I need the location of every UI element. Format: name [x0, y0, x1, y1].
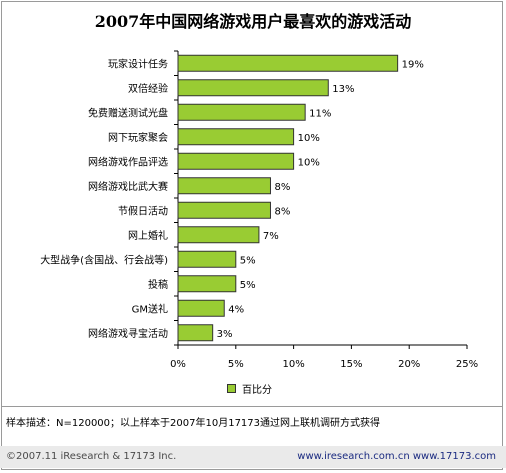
- chart-title: 2007年中国网络游戏用户最喜欢的游戏活动: [94, 12, 412, 31]
- value-label: 4%: [228, 304, 244, 315]
- x-tick-label: 25%: [456, 359, 478, 370]
- value-label: 19%: [402, 59, 424, 70]
- bar: [177, 177, 271, 195]
- sample-note: 样本描述：N=120000；以上样本于2007年10月17173通过网上联机调研…: [6, 418, 381, 429]
- value-label: 13%: [332, 84, 354, 95]
- x-tick-label: 20%: [398, 359, 420, 370]
- value-label: 10%: [298, 157, 320, 168]
- category-label: 网络游戏寻宝活动: [88, 327, 168, 340]
- category-label: 网络游戏比武大赛: [88, 180, 168, 193]
- bar: [177, 201, 271, 219]
- category-label: 免费赠送测试光盘: [88, 106, 168, 119]
- category-label: 网络游戏作品评选: [88, 155, 168, 168]
- bar: [177, 128, 295, 146]
- legend-swatch: [227, 384, 236, 393]
- value-label: 5%: [240, 255, 256, 266]
- value-label: 3%: [217, 329, 233, 340]
- bar: [177, 324, 214, 342]
- value-label: 11%: [309, 108, 331, 119]
- legend-label: 百比分: [242, 385, 272, 396]
- bar-chart: 0% 5% 10% 15% 20% 25% 玩家设计任务 19% 双倍经验 13% 免费赠送测试光盘…: [40, 50, 478, 370]
- category-label: 网上婚礼: [128, 229, 168, 242]
- category-label: 玩家设计任务: [108, 57, 168, 70]
- legend: 百比分: [227, 381, 272, 396]
- value-label: 5%: [240, 280, 256, 291]
- bar: [177, 250, 237, 268]
- divider: [2, 406, 502, 407]
- x-tick-label: 5%: [228, 359, 244, 370]
- x-tick-label: 0%: [170, 359, 186, 370]
- bar: [177, 299, 225, 317]
- bar: [177, 152, 295, 170]
- category-label: 双倍经验: [128, 82, 168, 95]
- category-label: 投稿: [148, 278, 168, 291]
- bar: [177, 275, 237, 293]
- category-label: GM送礼: [132, 302, 168, 315]
- copyright-text: ©2007.11 iResearch & 17173 Inc.: [6, 451, 177, 462]
- bar: [177, 226, 260, 244]
- value-label: 10%: [298, 133, 320, 144]
- x-tick-label: 10%: [282, 359, 304, 370]
- category-label: 大型战争(含国战、行会战等): [40, 253, 168, 266]
- value-label: 8%: [274, 206, 290, 217]
- category-label: 节假日活动: [118, 204, 168, 217]
- bar: [177, 103, 306, 121]
- website-links: www.iresearch.com.cn www.17173.com: [297, 451, 496, 462]
- value-label: 7%: [263, 231, 279, 242]
- bar: [177, 79, 329, 97]
- category-label: 网下玩家聚会: [108, 131, 168, 144]
- x-tick-label: 15%: [340, 359, 362, 370]
- value-label: 8%: [274, 182, 290, 193]
- footer-bar: ©2007.11 iResearch & 17173 Inc. www.ires…: [0, 446, 506, 468]
- bar: [177, 54, 399, 72]
